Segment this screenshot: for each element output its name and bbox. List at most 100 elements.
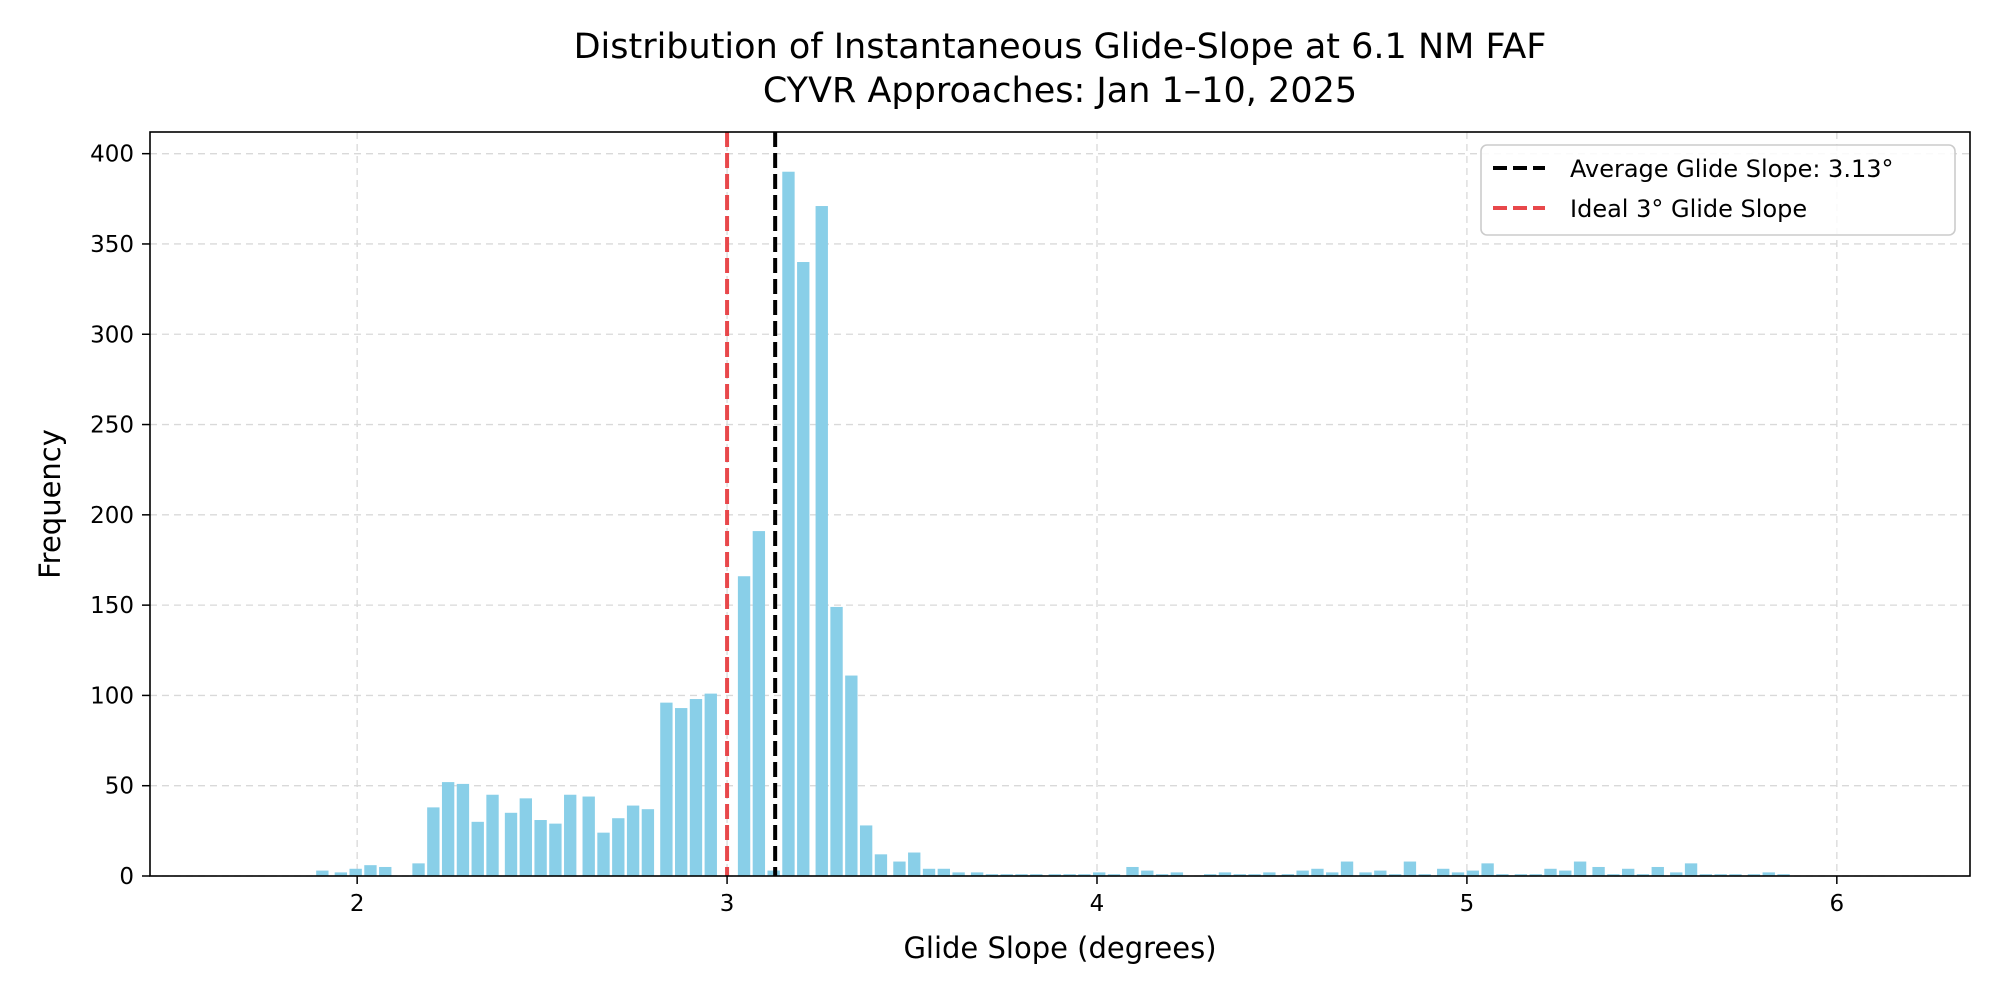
histogram-bar	[349, 868, 362, 876]
histogram-bar	[1762, 872, 1775, 876]
grid-lines	[150, 132, 1970, 877]
histogram-bar	[1015, 874, 1028, 876]
histogram-bar	[412, 863, 425, 876]
histogram-bar	[970, 872, 984, 876]
histogram-bar	[845, 675, 858, 876]
y-tick-label: 350	[90, 232, 134, 258]
histogram-bar	[952, 872, 965, 876]
histogram-bar	[985, 874, 999, 876]
x-axis-ticks: 2 3 4 5 6	[350, 876, 1844, 917]
y-tick-label: 300	[90, 322, 134, 348]
histogram-bar	[379, 866, 392, 876]
histogram-bar	[456, 783, 470, 876]
histogram-bar	[1078, 874, 1091, 876]
histogram-bar	[937, 868, 951, 876]
histogram-bar	[1048, 874, 1061, 876]
histogram-bar	[1747, 874, 1761, 876]
histogram-bar	[1374, 870, 1387, 876]
histogram-bars	[316, 171, 1790, 877]
histogram-bar	[1714, 874, 1727, 876]
histogram-bar	[752, 531, 766, 876]
histogram-bar	[1203, 874, 1217, 876]
histogram-bar	[1607, 874, 1620, 876]
histogram-bar	[1311, 868, 1324, 876]
histogram-bar	[1063, 874, 1076, 876]
x-tick-label: 4	[1090, 891, 1105, 917]
histogram-bar	[1729, 874, 1742, 876]
histogram-bar	[908, 852, 921, 876]
histogram-bar	[519, 798, 532, 876]
histogram-bar	[1126, 866, 1139, 876]
x-tick-label: 2	[350, 891, 365, 917]
y-tick-label: 0	[119, 864, 134, 890]
histogram-bar	[1496, 874, 1509, 876]
histogram-bar	[486, 794, 499, 876]
y-tick-label: 400	[90, 142, 134, 168]
histogram-bar	[1107, 874, 1121, 876]
histogram-bar	[364, 865, 377, 876]
histogram-bar	[1481, 863, 1494, 876]
histogram-bar	[582, 796, 595, 876]
chart-title: Distribution of Instantaneous Glide-Slop…	[574, 27, 1547, 67]
histogram-bar	[1529, 874, 1542, 876]
legend-box	[1480, 144, 1956, 236]
histogram-bar	[1466, 870, 1479, 876]
histogram-bar	[815, 206, 828, 877]
x-tick-label: 5	[1460, 891, 1475, 917]
histogram-bar	[660, 702, 673, 876]
histogram-bar	[704, 693, 717, 876]
histogram-bar	[1281, 874, 1295, 876]
histogram-bar	[1233, 874, 1246, 876]
y-tick-label: 100	[90, 683, 134, 709]
histogram-bar	[1248, 874, 1261, 876]
y-axis-label: Frequency	[33, 429, 67, 579]
histogram-bar	[1326, 872, 1339, 876]
histogram-bar	[612, 818, 625, 876]
y-tick-label: 150	[90, 593, 134, 619]
histogram-bar	[1514, 874, 1528, 876]
histogram-bar	[1388, 874, 1402, 876]
histogram-bar	[782, 171, 795, 876]
histogram-bar	[1559, 870, 1572, 876]
histogram-bar	[1684, 863, 1698, 876]
legend: Average Glide Slope: 3.13° Ideal 3° Glid…	[1480, 144, 1956, 236]
histogram-bar	[641, 809, 655, 876]
histogram-bar	[1263, 872, 1276, 876]
x-tick-label: 3	[720, 891, 735, 917]
histogram-bar	[564, 794, 577, 876]
histogram-bar	[1670, 872, 1683, 876]
histogram-bar	[737, 576, 751, 876]
histogram-bar	[922, 868, 936, 876]
histogram-bar	[334, 872, 348, 876]
histogram-bar	[1544, 868, 1557, 876]
reference-lines	[725, 132, 778, 876]
x-axis-label: Glide Slope (degrees)	[903, 931, 1216, 965]
histogram-bar	[626, 805, 640, 876]
chart-subtitle: CYVR Approaches: Jan 1–10, 2025	[763, 71, 1357, 111]
histogram-bar	[549, 823, 562, 876]
y-tick-label: 50	[105, 774, 134, 800]
histogram-bar	[1296, 870, 1309, 876]
y-tick-label: 250	[90, 413, 134, 439]
legend-label-average: Average Glide Slope: 3.13°	[1570, 155, 1893, 183]
histogram-bar	[1437, 868, 1450, 876]
histogram-bar	[504, 812, 518, 876]
histogram-bar	[675, 708, 688, 876]
histogram-bar	[1451, 872, 1465, 876]
histogram-bar	[1636, 874, 1650, 876]
y-tick-label: 200	[90, 503, 134, 529]
histogram-bar	[427, 807, 440, 876]
histogram-bar	[1170, 872, 1184, 876]
histogram-bar	[1418, 874, 1431, 876]
histogram-bar	[316, 870, 329, 876]
histogram-bar	[874, 854, 888, 876]
histogram-bar	[1403, 861, 1417, 876]
histogram-bar	[1030, 874, 1043, 876]
histogram-bar	[441, 782, 455, 876]
legend-label-ideal: Ideal 3° Glide Slope	[1570, 195, 1807, 223]
histogram-bar	[1592, 866, 1605, 876]
histogram-bar	[1699, 874, 1713, 876]
histogram-bar	[1651, 866, 1664, 876]
histogram-bar	[893, 861, 906, 876]
